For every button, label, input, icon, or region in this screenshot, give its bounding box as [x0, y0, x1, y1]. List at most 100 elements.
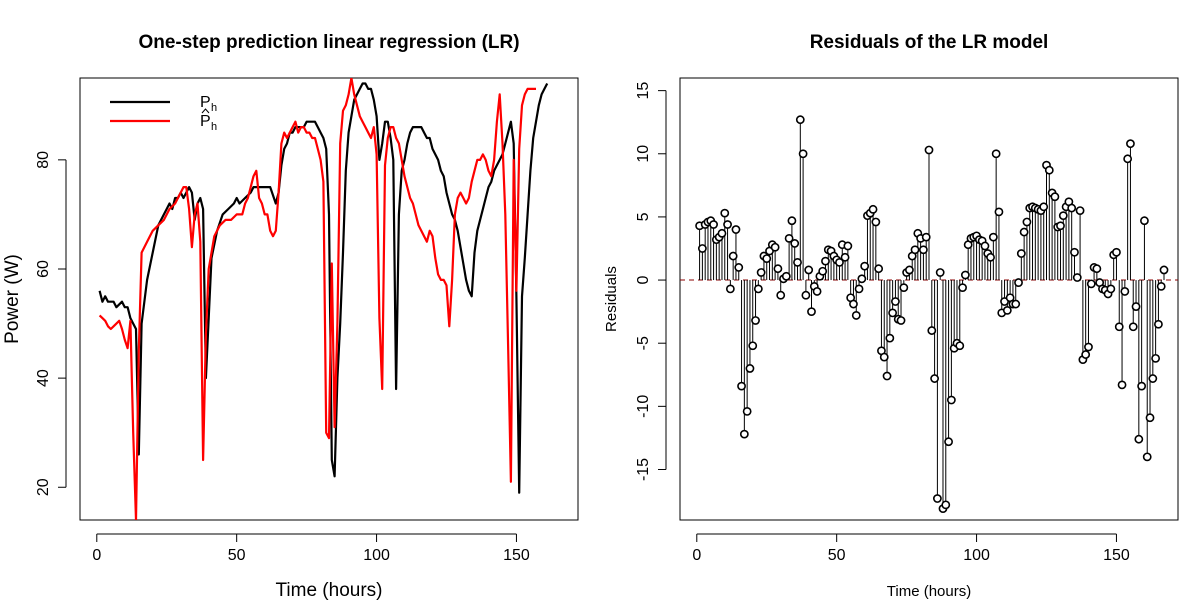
- residual-point: [854, 284, 864, 294]
- residual-point: [725, 284, 735, 294]
- residual-point: [843, 241, 853, 251]
- residual-point: [896, 316, 906, 325]
- x-axis: 0 50 100 150 Time (hours): [692, 533, 1130, 600]
- residual-point: [1072, 273, 1082, 282]
- residual-point: [1134, 434, 1144, 444]
- residual-point: [734, 263, 744, 272]
- residual-point: [781, 271, 791, 281]
- residual-point: [921, 232, 931, 242]
- residual-point: [885, 333, 895, 343]
- residual-point: [795, 115, 805, 125]
- x-axis: 0 50 100 150 Time (hours): [92, 533, 530, 600]
- residual-point: [1137, 381, 1147, 391]
- x-axis-label: Time (hours): [276, 580, 383, 600]
- residual-point: [1123, 154, 1133, 164]
- x-tick-label: 100: [963, 547, 990, 564]
- residual-point: [798, 149, 808, 159]
- residual-point: [1120, 287, 1130, 296]
- y-tick-label: 0: [635, 276, 652, 285]
- plot-frame: [679, 77, 1179, 521]
- residual-point: [776, 290, 786, 300]
- residual-point: [801, 290, 811, 300]
- y-tick-label: -10: [635, 395, 652, 418]
- chart-left: One-step prediction linear regression (L…: [2, 32, 579, 600]
- residual-point: [1117, 380, 1127, 390]
- residual-point: [888, 308, 898, 318]
- residual-point: [784, 233, 794, 243]
- residual-point: [812, 287, 822, 296]
- residual-point: [991, 149, 1001, 159]
- residual-point: [1145, 413, 1155, 423]
- y-tick-label: 10: [635, 145, 652, 163]
- residual-point: [905, 265, 914, 275]
- x-tick-label: 50: [828, 547, 846, 564]
- y-tick-label: -5: [635, 336, 652, 350]
- y-axis: -15 -10 -5 0 5 10 15 Residuals: [603, 82, 667, 481]
- residual-point: [986, 252, 995, 262]
- residual-point: [1128, 322, 1138, 332]
- series-line-1: [98, 78, 536, 520]
- residual-point: [1151, 353, 1161, 363]
- residual-point: [857, 274, 867, 284]
- residual-point: [1131, 302, 1141, 311]
- residual-point: [793, 257, 802, 267]
- x-tick-label: 50: [228, 547, 246, 564]
- residual-point: [994, 207, 1004, 217]
- y-axis: 20 40 60 80 Power (W): [2, 151, 67, 496]
- residual-point: [1142, 452, 1152, 462]
- residual-point: [851, 311, 861, 320]
- residual-point: [1067, 203, 1077, 213]
- residual-point: [1084, 342, 1093, 352]
- y-axis-label: Power (W): [2, 254, 23, 344]
- chart-title: Residuals of the LR model: [810, 32, 1049, 53]
- residual-point: [742, 406, 752, 416]
- residual-point: [1148, 374, 1158, 383]
- residual-point: [1039, 202, 1049, 212]
- residual-point: [871, 217, 881, 227]
- residual-point: [1112, 247, 1121, 257]
- residual-point: [728, 251, 738, 261]
- residual-point: [927, 326, 937, 335]
- legend-label-1: P: [200, 113, 211, 130]
- residual-point: [1126, 139, 1135, 149]
- residual-point: [1106, 284, 1116, 294]
- residual-point: [1002, 305, 1012, 315]
- residual-point: [821, 256, 830, 266]
- residual-point: [1092, 264, 1102, 274]
- residual-point: [720, 208, 730, 218]
- residual-point: [958, 283, 967, 293]
- residual-point: [935, 268, 945, 277]
- x-tick-label: 150: [503, 547, 530, 564]
- residual-point: [924, 145, 934, 155]
- residual-point: [731, 225, 741, 234]
- residual-point: [932, 494, 942, 503]
- y-tick-label: 20: [35, 478, 52, 496]
- residual-point: [879, 352, 889, 362]
- residual-point: [849, 299, 858, 309]
- residual-point: [955, 341, 965, 351]
- residual-point: [790, 239, 800, 248]
- legend-hat-mark: [201, 108, 210, 114]
- residual-point: [787, 216, 797, 226]
- residual-point: [1075, 206, 1085, 215]
- residual-point: [717, 228, 727, 238]
- x-axis-label: Time (hours): [887, 583, 971, 600]
- residual-point: [770, 242, 780, 252]
- residual-point: [1044, 165, 1054, 175]
- residual-point: [1070, 247, 1079, 257]
- residual-point: [804, 265, 814, 275]
- series-group: [98, 78, 549, 520]
- residual-point: [762, 254, 772, 263]
- residual-point: [919, 245, 928, 255]
- residual-point: [1022, 217, 1032, 227]
- residual-point: [753, 284, 763, 294]
- residual-stems: [699, 119, 1165, 509]
- residual-point: [1058, 211, 1068, 221]
- residual-point: [988, 232, 998, 242]
- y-axis-label: Residuals: [603, 266, 620, 332]
- residual-point: [944, 437, 953, 447]
- residual-point: [840, 252, 850, 262]
- residual-point: [737, 381, 746, 391]
- residual-point: [1011, 299, 1021, 309]
